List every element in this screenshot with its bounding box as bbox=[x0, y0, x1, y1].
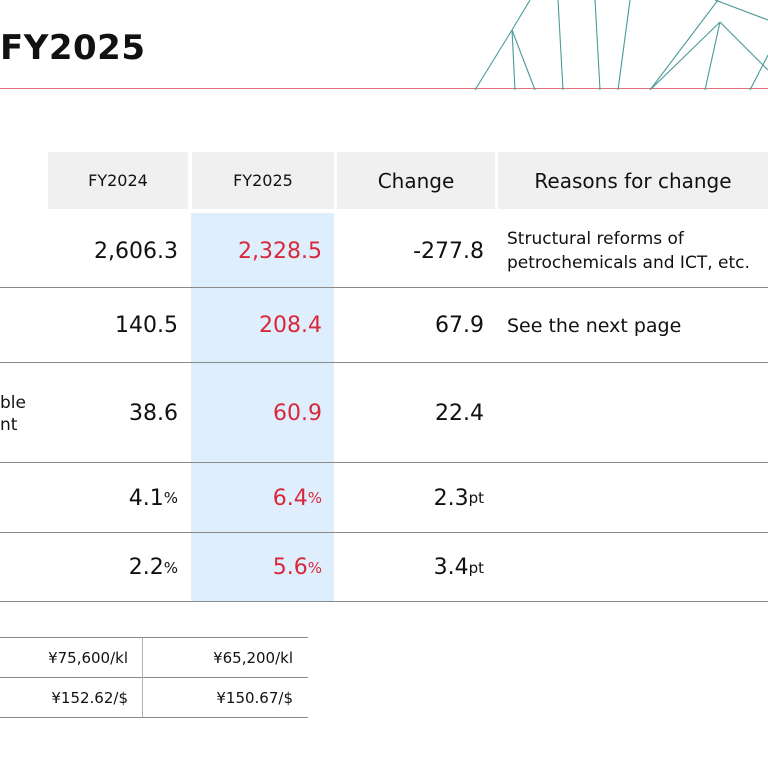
assumptions-top-rule bbox=[0, 637, 308, 638]
row-separator bbox=[0, 287, 768, 288]
row2-fy2025: 208.4 bbox=[259, 313, 322, 338]
row2-change: 67.9 bbox=[435, 313, 484, 338]
row5-fy2025-unit: % bbox=[307, 558, 322, 577]
assumption1-fy2025: ¥65,200/kl bbox=[213, 648, 293, 667]
row1-reason-line1: Structural reforms of bbox=[507, 229, 684, 249]
header-fy2025: FY2025 bbox=[192, 152, 334, 209]
row2-fy2024: 140.5 bbox=[115, 313, 178, 338]
row3-fy2024: 38.6 bbox=[129, 400, 178, 426]
row4-fy2024: 4.1% bbox=[48, 464, 178, 532]
row-separator bbox=[0, 532, 768, 533]
row-separator bbox=[0, 362, 768, 363]
assumptions-mid-rule bbox=[0, 677, 308, 678]
header-change: Change bbox=[337, 152, 495, 209]
assumptions-bottom-rule bbox=[0, 717, 308, 718]
row4-fy2024-value: 4.1 bbox=[128, 485, 164, 511]
page-title: FY2025 bbox=[0, 28, 146, 68]
fy2025-highlight-column bbox=[191, 213, 334, 602]
row1-fy2024: 2,606.3 bbox=[94, 238, 178, 264]
title-rule bbox=[0, 88, 768, 89]
row1-reason-line2: petrochemicals and ICT, etc. bbox=[507, 253, 750, 273]
row1-fy2025: 2,328.5 bbox=[238, 238, 322, 264]
assumption2-fy2024: ¥152.62/$ bbox=[51, 688, 128, 707]
row4-fy2024-unit: % bbox=[163, 489, 178, 507]
assumption2-fy2025: ¥150.67/$ bbox=[216, 688, 293, 707]
row5-fy2025-value: 5.6 bbox=[272, 555, 308, 580]
row4-fy2025: 6.4% bbox=[192, 464, 322, 532]
row4-fy2025-value: 6.4 bbox=[272, 485, 308, 511]
row5-fy2024: 2.2% bbox=[48, 534, 178, 601]
row3-change: 22.4 bbox=[435, 400, 484, 426]
row4-fy2025-unit: % bbox=[307, 489, 322, 507]
row2-reason: See the next page bbox=[507, 314, 682, 337]
header-reasons: Reasons for change bbox=[498, 152, 768, 209]
row-separator bbox=[0, 601, 768, 602]
row1-change: -277.8 bbox=[413, 238, 484, 264]
assumption1-fy2024: ¥75,600/kl bbox=[48, 648, 128, 667]
row5-change-unit: pt bbox=[468, 558, 484, 577]
row3-label-line2: nt bbox=[0, 415, 18, 435]
row3-fy2025: 60.9 bbox=[273, 400, 322, 426]
row4-change-value: 2.3 bbox=[433, 485, 469, 511]
row1-reason: Structural reforms of petrochemicals and… bbox=[507, 227, 768, 275]
row3-label: ble nt bbox=[0, 392, 40, 436]
row5-fy2024-unit: % bbox=[163, 558, 178, 577]
row5-fy2025: 5.6% bbox=[192, 534, 322, 601]
row4-change-unit: pt bbox=[468, 489, 484, 507]
row4-change: 2.3 pt bbox=[337, 464, 484, 532]
header-fy2024: FY2024 bbox=[48, 152, 188, 209]
assumptions-column-divider bbox=[142, 638, 143, 717]
row5-change-value: 3.4 bbox=[433, 555, 469, 580]
row-separator bbox=[0, 462, 768, 463]
row3-label-line1: ble bbox=[0, 393, 26, 413]
row5-fy2024-value: 2.2 bbox=[128, 555, 164, 580]
decorative-network-graphic bbox=[474, 0, 768, 90]
row5-change: 3.4 pt bbox=[337, 534, 484, 601]
